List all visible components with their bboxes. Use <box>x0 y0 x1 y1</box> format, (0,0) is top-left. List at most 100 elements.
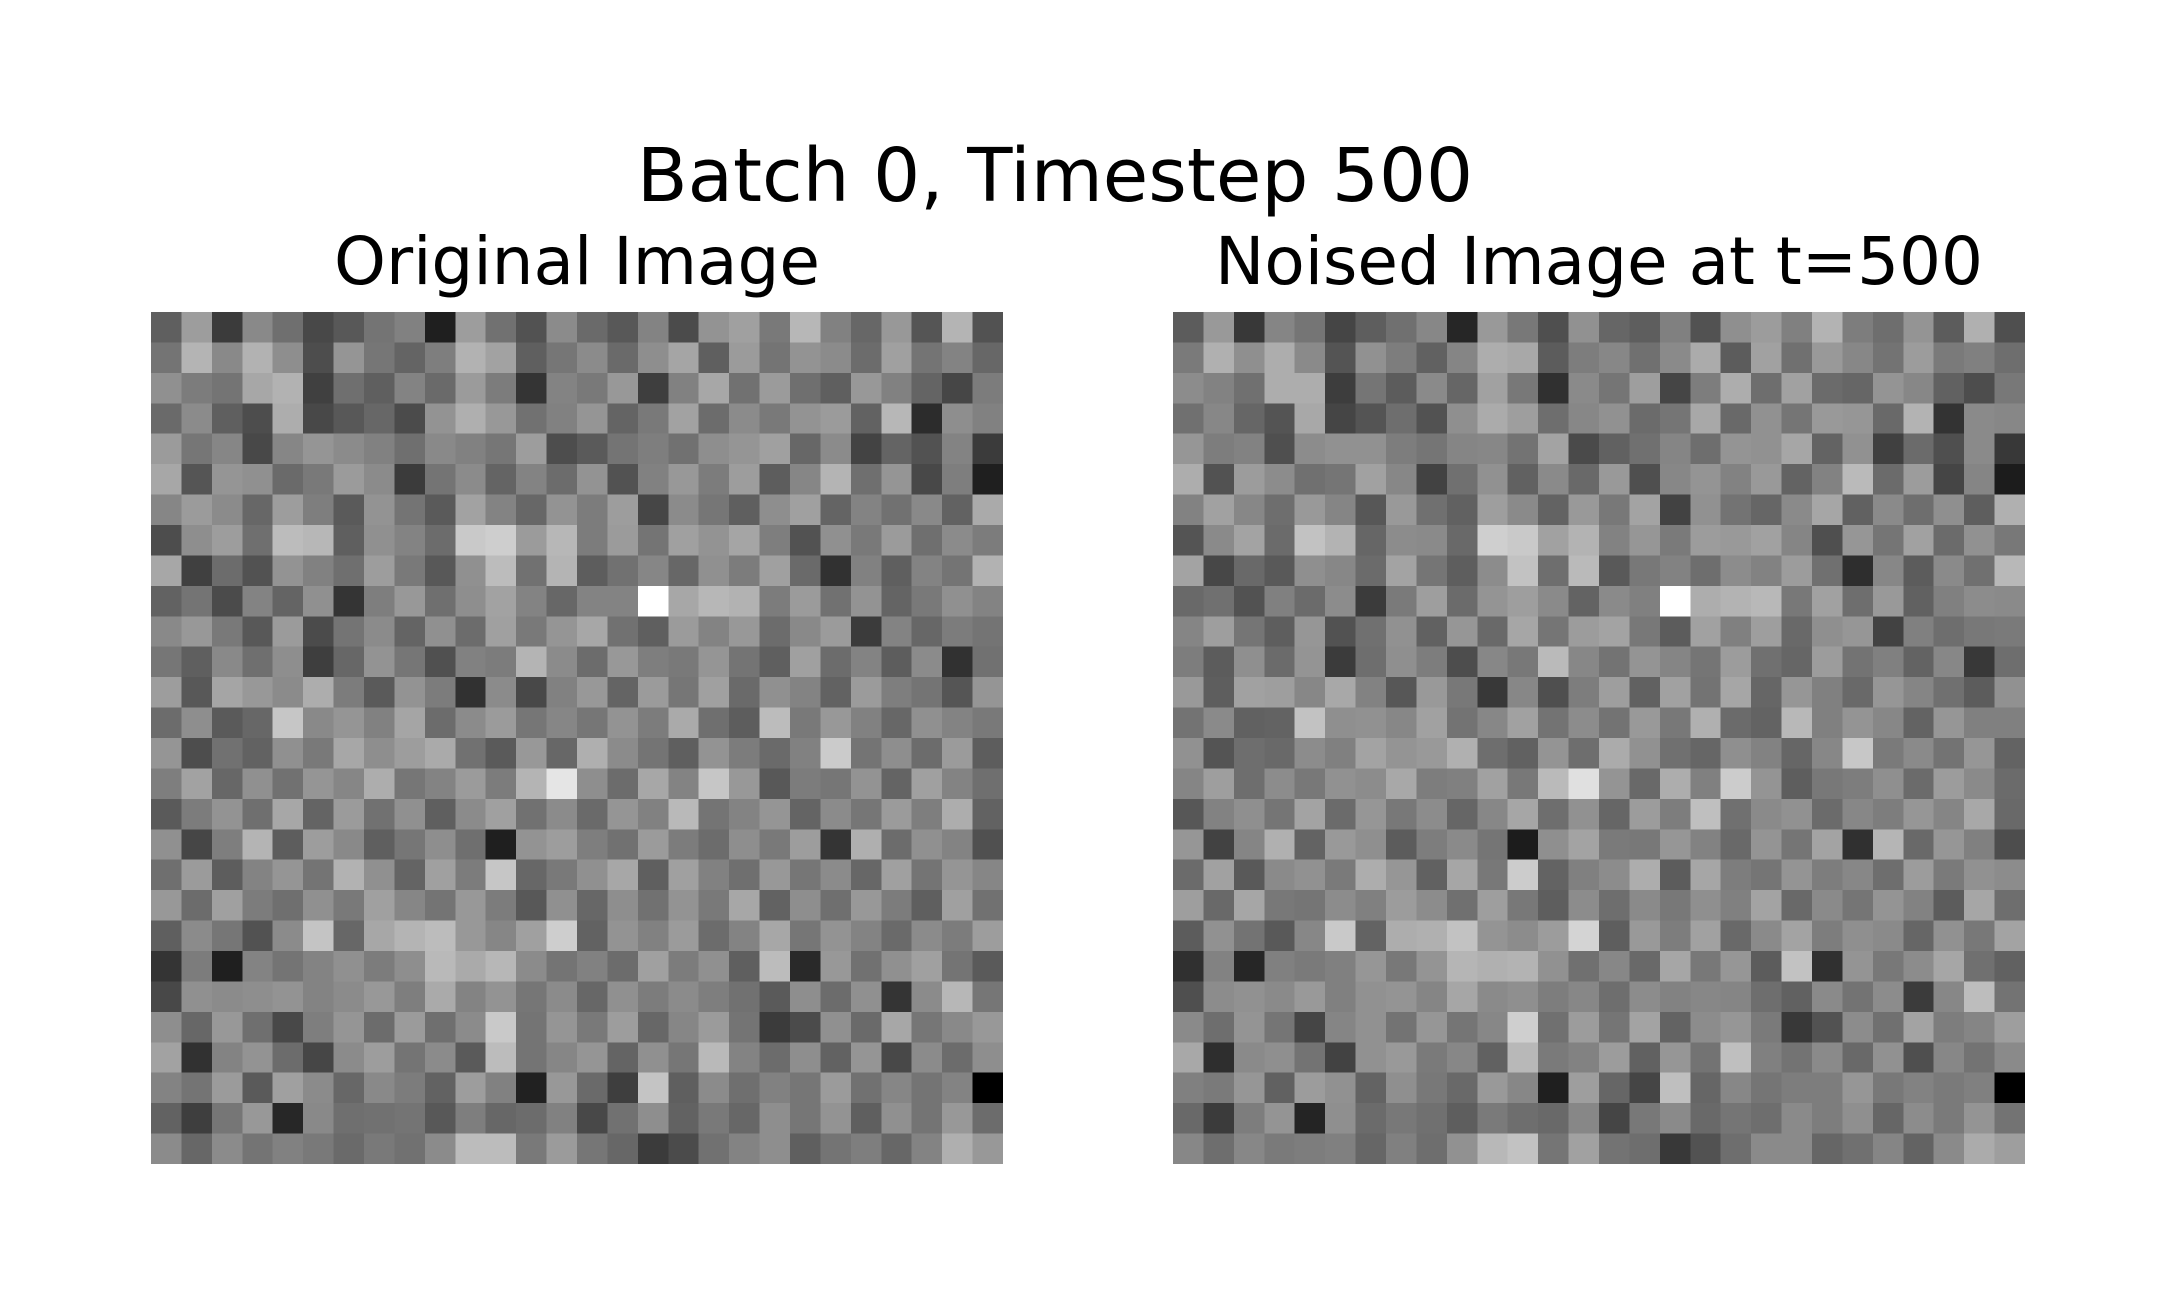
heatmap-cell <box>1507 372 1539 404</box>
heatmap-cell <box>1659 798 1691 830</box>
heatmap-cell <box>1568 859 1600 891</box>
heatmap-cell <box>1477 403 1509 435</box>
heatmap-cell <box>850 585 882 617</box>
heatmap-cell <box>1233 646 1265 678</box>
heatmap-cell <box>850 677 882 709</box>
heatmap-cell <box>242 738 274 770</box>
heatmap-cell <box>303 677 335 709</box>
heatmap-cell <box>698 494 730 526</box>
heatmap-cell <box>911 1011 943 1043</box>
heatmap-cell <box>698 768 730 800</box>
heatmap-cell <box>820 616 852 648</box>
heatmap-cell <box>607 1011 639 1043</box>
heatmap-cell <box>698 555 730 587</box>
heatmap-cell <box>1355 920 1387 952</box>
heatmap-cell <box>1355 646 1387 678</box>
heatmap-cell <box>303 1042 335 1074</box>
heatmap-cell <box>1446 616 1478 648</box>
heatmap-cell <box>607 890 639 922</box>
heatmap-cell <box>1325 1133 1357 1164</box>
heatmap-cell <box>1568 1103 1600 1135</box>
heatmap-cell <box>1325 1011 1357 1043</box>
heatmap-cell <box>1751 920 1783 952</box>
heatmap-cell <box>668 859 700 891</box>
heatmap-cell <box>1629 1011 1661 1043</box>
heatmap-cell <box>1173 677 1205 709</box>
heatmap-cell <box>1325 920 1357 952</box>
heatmap-cell <box>637 342 669 374</box>
heatmap-cell <box>211 829 243 861</box>
heatmap-cell <box>1629 312 1661 344</box>
heatmap-cell <box>516 1103 548 1135</box>
heatmap-cell <box>1872 768 1904 800</box>
heatmap-cell <box>1477 585 1509 617</box>
heatmap-cell <box>181 768 213 800</box>
heatmap-cell <box>972 1072 1003 1104</box>
heatmap-cell <box>911 585 943 617</box>
heatmap-cell <box>637 829 669 861</box>
heatmap-cell <box>911 616 943 648</box>
heatmap-cell <box>242 433 274 465</box>
heatmap-cell <box>820 707 852 739</box>
heatmap-cell <box>1355 1133 1387 1164</box>
heatmap-cell <box>1507 1011 1539 1043</box>
heatmap-cell <box>1599 890 1631 922</box>
heatmap-cell <box>1599 920 1631 952</box>
heatmap-cell <box>668 890 700 922</box>
heatmap-cell <box>151 1103 183 1135</box>
heatmap-cell <box>485 403 517 435</box>
heatmap-cell <box>151 464 183 496</box>
heatmap-cell <box>211 342 243 374</box>
heatmap-cell <box>1781 646 1813 678</box>
heatmap-cell <box>1659 646 1691 678</box>
heatmap-cell <box>729 981 761 1013</box>
heatmap-cell <box>455 555 487 587</box>
heatmap-cell <box>1720 677 1752 709</box>
heatmap-cell <box>1325 464 1357 496</box>
heatmap-cell <box>1173 1011 1205 1043</box>
heatmap-cell <box>1416 312 1448 344</box>
heatmap-cell <box>759 372 791 404</box>
heatmap-cell <box>1568 372 1600 404</box>
heatmap-cell <box>211 585 243 617</box>
heatmap-cell <box>972 981 1003 1013</box>
heatmap-cell <box>303 920 335 952</box>
heatmap-cell <box>790 829 822 861</box>
heatmap-cell <box>1294 920 1326 952</box>
heatmap-cell <box>1903 981 1935 1013</box>
heatmap-cell <box>1720 798 1752 830</box>
heatmap-cell <box>1659 372 1691 404</box>
heatmap-cell <box>1386 525 1418 557</box>
heatmap-cell <box>881 555 913 587</box>
heatmap-cell <box>881 372 913 404</box>
heatmap-cell <box>1659 464 1691 496</box>
heatmap-cell <box>424 707 456 739</box>
heatmap-cell <box>455 646 487 678</box>
heatmap-cell <box>1446 890 1478 922</box>
heatmap-cell <box>1872 1103 1904 1135</box>
heatmap-cell <box>394 981 426 1013</box>
heatmap-cell <box>1842 646 1874 678</box>
heatmap-cell <box>181 464 213 496</box>
heatmap-cell <box>1507 1103 1539 1135</box>
heatmap-cell <box>1538 494 1570 526</box>
heatmap-cell <box>1507 951 1539 983</box>
heatmap-cell <box>1964 951 1996 983</box>
heatmap-cell <box>303 890 335 922</box>
heatmap-cell <box>1629 707 1661 739</box>
heatmap-cell <box>607 707 639 739</box>
heatmap-cell <box>759 738 791 770</box>
heatmap-cell <box>1446 981 1478 1013</box>
heatmap-cell <box>1994 616 2025 648</box>
heatmap-cell <box>364 494 396 526</box>
heatmap-cell <box>1629 555 1661 587</box>
heatmap-cell <box>1994 677 2025 709</box>
heatmap-cell <box>364 464 396 496</box>
heatmap-cell <box>1416 829 1448 861</box>
heatmap-cell <box>911 951 943 983</box>
heatmap-cell <box>181 616 213 648</box>
heatmap-cell <box>1416 920 1448 952</box>
heatmap-cell <box>303 433 335 465</box>
heatmap-cell <box>668 1072 700 1104</box>
heatmap-cell <box>1629 646 1661 678</box>
